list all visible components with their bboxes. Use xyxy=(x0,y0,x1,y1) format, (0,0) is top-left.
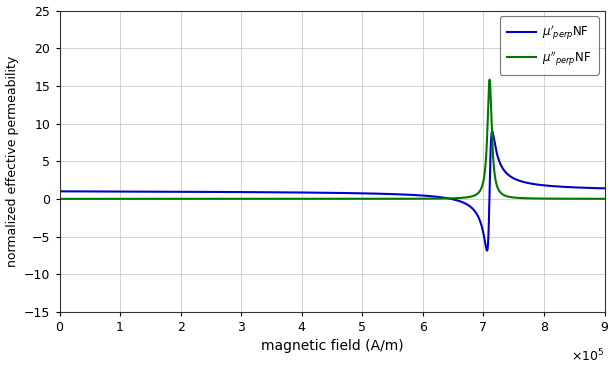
$\mu''_{perp}$NF xyxy=(460,195,468,200)
$\mu''_{perp}$NF xyxy=(352,197,359,201)
$\mu'_{perp}$NF xyxy=(384,192,391,196)
Line: $\mu''_{perp}$NF: $\mu''_{perp}$NF xyxy=(60,79,605,199)
$\mu''_{perp}$NF xyxy=(384,197,391,201)
$\mu'_{perp}$NF xyxy=(483,248,491,253)
$\mu'_{perp}$NF xyxy=(352,191,359,195)
$\mu''_{perp}$NF xyxy=(265,197,272,201)
$\mu'_{perp}$NF xyxy=(265,190,272,194)
$\mu'_{perp}$NF xyxy=(601,186,608,191)
X-axis label: magnetic field (A/m): magnetic field (A/m) xyxy=(261,339,403,353)
$\mu'_{perp}$NF xyxy=(489,129,496,134)
$\mu''_{perp}$NF xyxy=(601,197,608,201)
Line: $\mu'_{perp}$NF: $\mu'_{perp}$NF xyxy=(60,131,605,251)
$\mu'_{perp}$NF xyxy=(187,190,195,194)
Legend: $\mu'_{perp}$NF, $\mu''_{perp}$NF: $\mu'_{perp}$NF, $\mu''_{perp}$NF xyxy=(500,17,599,75)
Y-axis label: normalized effective permeability: normalized effective permeability xyxy=(6,56,18,267)
$\mu'_{perp}$NF xyxy=(93,189,100,194)
$\mu''_{perp}$NF xyxy=(486,77,493,82)
$\mu''_{perp}$NF xyxy=(93,197,100,201)
Text: $\times 10^5$: $\times 10^5$ xyxy=(571,348,605,365)
$\mu'_{perp}$NF xyxy=(460,201,468,205)
$\mu'_{perp}$NF xyxy=(56,189,63,194)
$\mu''_{perp}$NF xyxy=(187,197,195,201)
$\mu''_{perp}$NF xyxy=(56,197,63,201)
